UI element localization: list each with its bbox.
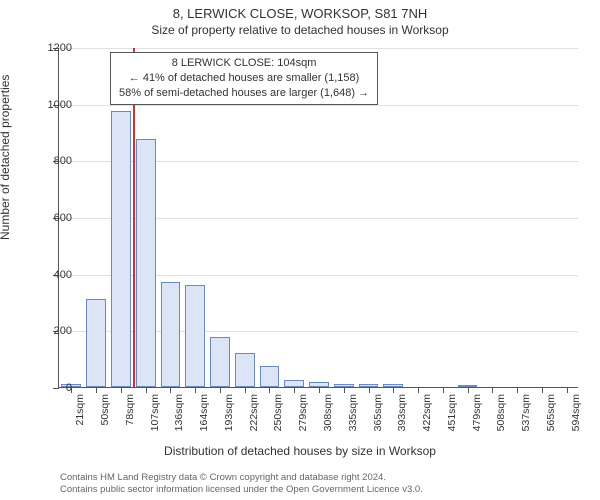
x-tick xyxy=(146,387,147,393)
x-tick xyxy=(121,387,122,393)
x-tick xyxy=(517,387,518,393)
annotation-line-2: ← 41% of detached houses are smaller (1,… xyxy=(119,71,369,86)
x-tick xyxy=(369,387,370,393)
x-tick-label: 393sqm xyxy=(396,394,408,431)
histogram-bar xyxy=(136,139,156,387)
x-tick-label: 365sqm xyxy=(372,394,384,431)
y-tick-label: 400 xyxy=(32,269,72,281)
x-tick xyxy=(319,387,320,393)
x-tick xyxy=(220,387,221,393)
x-tick xyxy=(170,387,171,393)
x-tick-label: 422sqm xyxy=(421,394,433,431)
histogram-bar xyxy=(161,282,181,387)
histogram-bar xyxy=(284,380,304,387)
y-gridline xyxy=(59,48,578,49)
histogram-bar xyxy=(111,111,131,387)
x-tick-label: 222sqm xyxy=(248,394,260,431)
y-tick-label: 0 xyxy=(32,382,72,394)
y-tick-label: 200 xyxy=(32,325,72,337)
footer-attribution: Contains HM Land Registry data © Crown c… xyxy=(60,472,423,496)
x-axis-label: Distribution of detached houses by size … xyxy=(0,444,600,458)
annotation-line-1: 8 LERWICK CLOSE: 104sqm xyxy=(119,56,369,71)
x-tick xyxy=(468,387,469,393)
page-title: 8, LERWICK CLOSE, WORKSOP, S81 7NH xyxy=(0,0,600,21)
x-tick xyxy=(418,387,419,393)
x-tick-label: 78sqm xyxy=(124,394,136,426)
chart-annotation-box: 8 LERWICK CLOSE: 104sqm ← 41% of detache… xyxy=(110,52,378,105)
x-tick xyxy=(542,387,543,393)
y-axis-label: Number of detached properties xyxy=(0,75,12,240)
x-tick-label: 21sqm xyxy=(74,394,86,426)
x-tick xyxy=(96,387,97,393)
x-tick xyxy=(443,387,444,393)
x-tick xyxy=(195,387,196,393)
x-tick-label: 50sqm xyxy=(99,394,111,426)
x-tick-label: 107sqm xyxy=(149,394,161,431)
x-tick-label: 164sqm xyxy=(198,394,210,431)
x-tick-label: 537sqm xyxy=(520,394,532,431)
x-tick xyxy=(567,387,568,393)
footer-line-1: Contains HM Land Registry data © Crown c… xyxy=(60,472,423,484)
x-tick-label: 594sqm xyxy=(570,394,582,431)
x-tick xyxy=(344,387,345,393)
x-tick-label: 335sqm xyxy=(347,394,359,431)
x-tick-label: 451sqm xyxy=(446,394,458,431)
x-tick xyxy=(492,387,493,393)
y-tick-label: 1200 xyxy=(32,42,72,54)
x-tick-label: 479sqm xyxy=(471,394,483,431)
x-tick-label: 279sqm xyxy=(297,394,309,431)
x-tick-label: 136sqm xyxy=(173,394,185,431)
histogram-bar xyxy=(210,337,230,387)
x-tick-label: 250sqm xyxy=(272,394,284,431)
y-tick-label: 800 xyxy=(32,155,72,167)
y-tick-label: 1000 xyxy=(32,99,72,111)
x-tick-label: 193sqm xyxy=(223,394,235,431)
x-tick xyxy=(269,387,270,393)
x-tick xyxy=(294,387,295,393)
histogram-bar xyxy=(86,299,106,387)
x-tick xyxy=(245,387,246,393)
x-tick-label: 308sqm xyxy=(322,394,334,431)
x-tick xyxy=(393,387,394,393)
y-gridline xyxy=(59,105,578,106)
x-tick-label: 565sqm xyxy=(545,394,557,431)
footer-line-2: Contains public sector information licen… xyxy=(60,484,423,496)
histogram-bar xyxy=(185,285,205,387)
page-subtitle: Size of property relative to detached ho… xyxy=(0,21,600,37)
annotation-line-3: 58% of semi-detached houses are larger (… xyxy=(119,86,369,101)
histogram-bar xyxy=(235,353,255,387)
y-tick-label: 600 xyxy=(32,212,72,224)
x-tick-label: 508sqm xyxy=(495,394,507,431)
histogram-bar xyxy=(260,366,280,387)
